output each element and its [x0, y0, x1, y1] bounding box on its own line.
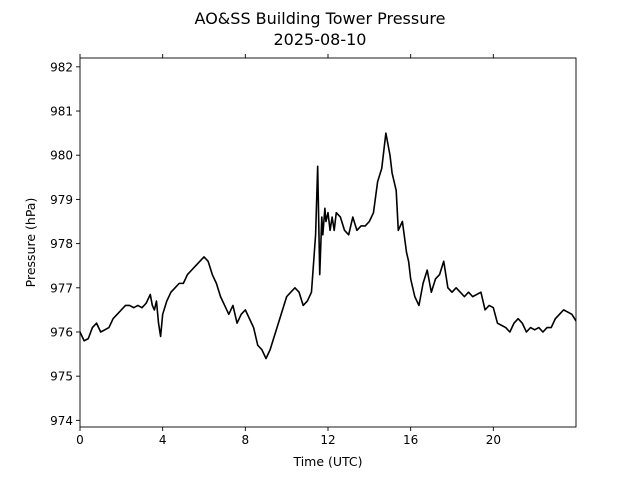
y-axis-label: Pressure (hPa) — [23, 198, 38, 288]
y-tick-label: 974 — [50, 414, 73, 428]
y-tick-label: 982 — [50, 60, 73, 74]
y-tick-label: 975 — [50, 370, 73, 384]
y-tick-label: 978 — [50, 237, 73, 251]
y-tick-label: 976 — [50, 325, 73, 339]
x-tick-label: 0 — [76, 433, 84, 447]
y-tick-label: 977 — [50, 281, 73, 295]
x-tick-label: 16 — [403, 433, 418, 447]
x-tick-label: 12 — [320, 433, 335, 447]
pressure-series-line — [80, 132, 576, 360]
y-tick-label: 981 — [50, 105, 73, 119]
chart-title: AO&SS Building Tower Pressure — [195, 9, 446, 28]
x-axis: 0 4 8 12 16 20 — [76, 54, 501, 447]
y-tick-label: 979 — [50, 193, 73, 207]
x-axis-label: Time (UTC) — [292, 454, 362, 469]
x-tick-label: 4 — [159, 433, 167, 447]
chart-subtitle: 2025-08-10 — [274, 30, 367, 49]
y-axis: 974 975 976 977 978 979 980 981 982 — [50, 60, 80, 428]
y-tick-label: 980 — [50, 149, 73, 163]
x-tick-label: 8 — [242, 433, 250, 447]
x-tick-label: 20 — [486, 433, 501, 447]
